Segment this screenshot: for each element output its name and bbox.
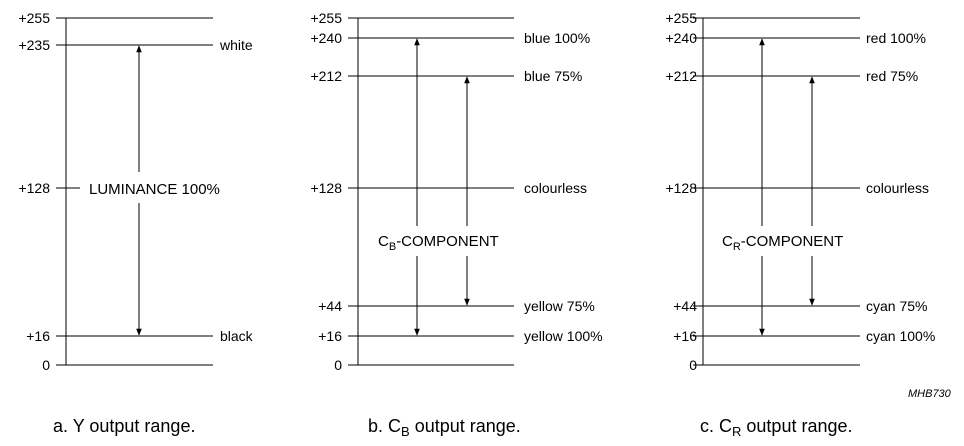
tick-label: +44 — [673, 298, 697, 314]
level-label: white — [219, 37, 253, 53]
tick-label: +128 — [665, 180, 697, 196]
caption: a. Y output range. — [53, 416, 195, 436]
level-label: cyan 75% — [866, 298, 927, 314]
tick-label: +16 — [673, 328, 697, 344]
level-label: blue 100% — [524, 30, 590, 46]
level-label: colourless — [524, 180, 587, 196]
tick-label: +128 — [310, 180, 342, 196]
tick-label: +212 — [310, 68, 342, 84]
tick-label: +255 — [665, 10, 697, 26]
level-label: blue 75% — [524, 68, 582, 84]
component-label: CB-COMPONENT — [378, 233, 499, 253]
tick-label: 0 — [334, 357, 342, 373]
panel-y: +255 +235 +128 +16 0 white black LUMINAN… — [18, 10, 253, 436]
tick-label: +235 — [18, 37, 50, 53]
panel-cr: +255 +240 +212 +128 +44 +16 0 red 100% r… — [665, 10, 951, 439]
tick-label: 0 — [42, 357, 50, 373]
level-label: yellow 100% — [524, 328, 603, 344]
tick-label: +240 — [665, 30, 697, 46]
tick-label: +255 — [18, 10, 50, 26]
level-label: colourless — [866, 180, 929, 196]
tick-label: +16 — [26, 328, 50, 344]
panel-cb: +255 +240 +212 +128 +44 +16 0 blue 100% … — [310, 10, 602, 439]
tick-label: +212 — [665, 68, 697, 84]
component-label: CR-COMPONENT — [722, 233, 843, 253]
level-label: cyan 100% — [866, 328, 935, 344]
tick-label: +240 — [310, 30, 342, 46]
caption: b. CB output range. — [368, 416, 521, 439]
level-label: black — [220, 328, 254, 344]
tick-label: +255 — [310, 10, 342, 26]
caption: c. CR output range. — [700, 416, 853, 439]
tick-label: +128 — [18, 180, 50, 196]
level-label: red 75% — [866, 68, 918, 84]
component-label: LUMINANCE 100% — [89, 181, 220, 198]
reference-code: MHB730 — [908, 388, 952, 400]
tick-label: +16 — [318, 328, 342, 344]
tick-label: +44 — [318, 298, 342, 314]
level-label: yellow 75% — [524, 298, 595, 314]
tick-label: 0 — [689, 357, 697, 373]
level-label: red 100% — [866, 30, 926, 46]
